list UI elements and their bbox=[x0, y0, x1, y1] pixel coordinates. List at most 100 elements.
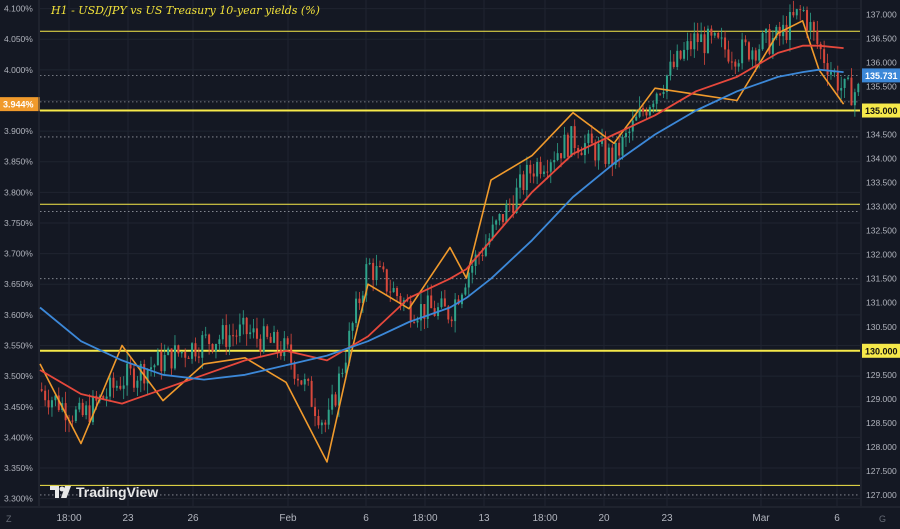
level-price-label: 130.000 bbox=[865, 346, 898, 356]
candle-body bbox=[450, 319, 453, 322]
candle-body bbox=[618, 142, 621, 156]
candle-body bbox=[119, 385, 122, 389]
candle-body bbox=[324, 422, 327, 425]
candle-body bbox=[88, 405, 91, 423]
candle-body bbox=[413, 322, 416, 324]
candle-body bbox=[652, 103, 655, 108]
right-tick-label: 127.000 bbox=[866, 490, 897, 500]
candle-body bbox=[47, 400, 50, 408]
candle-body bbox=[508, 203, 511, 205]
candle-body bbox=[320, 422, 323, 426]
candle-body bbox=[440, 298, 443, 308]
candle-body bbox=[768, 29, 771, 54]
candle-body bbox=[327, 409, 330, 425]
candle-body bbox=[201, 335, 204, 358]
candle-body bbox=[91, 395, 94, 423]
right-current-value-tag bbox=[862, 68, 900, 83]
candle-body bbox=[44, 390, 47, 401]
right-tick-label: 132.000 bbox=[866, 250, 897, 260]
candle-body bbox=[840, 87, 843, 91]
candle-body bbox=[850, 77, 853, 106]
auto-scale-button[interactable]: G bbox=[879, 514, 887, 524]
candle-body bbox=[184, 351, 187, 358]
candle-body bbox=[156, 351, 159, 366]
tradingview-logo-icon bbox=[50, 486, 71, 498]
candle-body bbox=[744, 39, 747, 43]
candle-body bbox=[255, 328, 258, 339]
tradingview-logo-text: TradingView bbox=[76, 484, 159, 500]
candle-body bbox=[214, 344, 217, 352]
left-tick-label: 3.500% bbox=[4, 371, 33, 381]
candle-body bbox=[525, 164, 528, 191]
x-tick-label: 23 bbox=[661, 513, 673, 524]
candle-body bbox=[703, 34, 706, 54]
candle-body bbox=[519, 174, 522, 188]
candle-body bbox=[471, 265, 474, 273]
candle-body bbox=[734, 61, 737, 67]
candle-body bbox=[365, 264, 368, 296]
candle-body bbox=[809, 22, 812, 31]
right-tick-label: 132.500 bbox=[866, 226, 897, 236]
candle-body bbox=[361, 295, 364, 304]
candle-body bbox=[334, 394, 337, 406]
candle-body bbox=[556, 153, 559, 161]
candle-body bbox=[696, 33, 699, 43]
candle-body bbox=[276, 331, 279, 350]
candle-body bbox=[594, 143, 597, 161]
x-tick-label: 20 bbox=[598, 513, 610, 524]
candle-body bbox=[187, 357, 190, 359]
candle-body bbox=[389, 291, 392, 293]
candle-body bbox=[857, 83, 860, 93]
candle-body bbox=[242, 317, 245, 325]
left-tick-label: 3.850% bbox=[4, 157, 33, 167]
candle-body bbox=[672, 61, 675, 68]
candle-body bbox=[173, 345, 176, 369]
right-tick-label: 131.500 bbox=[866, 274, 897, 284]
candle-body bbox=[624, 133, 627, 138]
candle-body bbox=[286, 338, 289, 345]
candle-body bbox=[638, 108, 641, 117]
left-tick-label: 3.900% bbox=[4, 126, 33, 136]
left-tick-label: 4.100% bbox=[4, 4, 33, 14]
candle-body bbox=[85, 405, 88, 416]
candle-body bbox=[751, 50, 754, 60]
candle-body bbox=[317, 415, 320, 426]
candle-body bbox=[74, 409, 77, 422]
candle-body bbox=[204, 334, 207, 336]
x-tick-label: 23 bbox=[122, 513, 134, 524]
candle-body bbox=[351, 323, 354, 331]
candle-body bbox=[143, 363, 146, 384]
right-tick-label: 136.500 bbox=[866, 33, 897, 43]
candle-body bbox=[806, 10, 809, 31]
candle-body bbox=[484, 244, 487, 256]
right-tick-label: 129.000 bbox=[866, 394, 897, 404]
candle-body bbox=[331, 394, 334, 410]
candle-body bbox=[553, 160, 556, 163]
right-current-value-label: 135.731 bbox=[865, 71, 898, 81]
candle-body bbox=[341, 372, 344, 374]
candle-body bbox=[765, 29, 768, 34]
candle-body bbox=[802, 10, 805, 12]
candle-body bbox=[344, 362, 347, 373]
candle-body bbox=[607, 147, 610, 164]
candle-body bbox=[481, 255, 484, 257]
candle-body bbox=[710, 28, 713, 36]
candle-body bbox=[283, 338, 286, 357]
candle-body bbox=[235, 335, 238, 337]
right-tick-label: 127.500 bbox=[866, 466, 897, 476]
candle-body bbox=[843, 78, 846, 88]
candle-body bbox=[337, 373, 340, 406]
candle-body bbox=[249, 332, 252, 335]
candle-body bbox=[604, 139, 607, 164]
candle-body bbox=[290, 344, 293, 363]
candle-body bbox=[737, 63, 740, 67]
left-tick-label: 3.800% bbox=[4, 187, 33, 197]
candle-body bbox=[252, 328, 255, 333]
candle-body bbox=[314, 406, 317, 416]
candle-body bbox=[570, 126, 573, 157]
candle-body bbox=[659, 93, 662, 95]
timezone-toggle-button[interactable]: Z bbox=[6, 514, 12, 524]
candle-body bbox=[642, 108, 645, 112]
candle-body bbox=[826, 63, 829, 75]
